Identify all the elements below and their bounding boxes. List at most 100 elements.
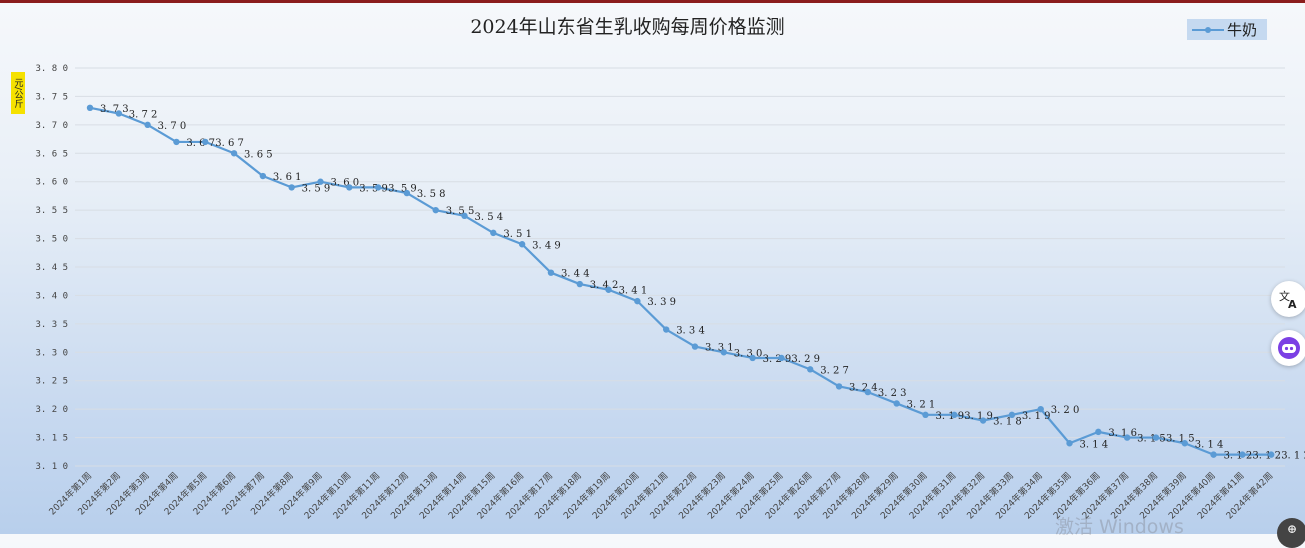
y-tick-label: 3. 2 5: [35, 377, 68, 387]
y-tick-label: 3. 8 0: [35, 64, 68, 74]
data-label: 3. 1 5: [1137, 434, 1166, 445]
data-point: [1066, 440, 1073, 447]
data-point: [374, 184, 382, 191]
data-point: [951, 411, 958, 419]
data-label: 3. 1 6: [1108, 428, 1137, 439]
legend: 牛奶: [1187, 19, 1267, 40]
y-tick-label: 3. 4 0: [35, 291, 68, 301]
data-label: 3. 6 1: [273, 172, 302, 183]
data-point: [662, 326, 670, 333]
translate-icon: 文 A: [1279, 289, 1297, 310]
y-tick-label: 3. 6 0: [35, 178, 68, 188]
data-label: 3. 5 4: [475, 212, 504, 223]
svg-text:文: 文: [1279, 289, 1290, 303]
data-label: 3. 5 9: [388, 183, 417, 194]
data-label: 3. 3 0: [734, 348, 763, 359]
data-point: [1210, 451, 1217, 458]
data-label: 3. 1 2: [1281, 451, 1305, 462]
data-point: [720, 349, 728, 356]
legend-line-marker: [1192, 26, 1224, 33]
data-point: [691, 343, 699, 350]
data-point: [605, 286, 612, 293]
y-tick-label: 3. 3 0: [35, 348, 68, 358]
data-point: [202, 138, 209, 146]
data-label: 3. 2 0: [1051, 405, 1080, 416]
data-label: 3. 5 8: [417, 189, 446, 200]
data-point: [115, 110, 123, 117]
data-label: 3. 5 9: [302, 183, 331, 194]
assistant-button[interactable]: [1271, 330, 1305, 366]
data-label: 3. 7 0: [158, 121, 187, 132]
data-label: 3. 7 2: [129, 109, 158, 120]
data-label: 3. 2 9: [791, 354, 820, 365]
data-label: 3. 1 2: [1252, 451, 1281, 462]
corner-action-button[interactable]: ⊕: [1277, 518, 1305, 548]
x-tick-label: 2024年第42周: [1223, 470, 1275, 522]
data-point: [1267, 451, 1275, 458]
data-label: 3. 3 1: [705, 343, 734, 354]
data-point: [490, 229, 497, 237]
legend-label: 牛奶: [1227, 21, 1258, 39]
data-point: [979, 417, 987, 424]
data-label: 3. 1 2: [1224, 451, 1253, 462]
data-label: 3. 2 3: [878, 388, 907, 399]
data-label: 3. 5 1: [503, 229, 532, 240]
y-axis-label: 元/公斤: [12, 77, 23, 109]
data-point: [1008, 411, 1016, 419]
data-point: [893, 400, 900, 407]
data-label: 3. 6 5: [244, 149, 273, 160]
data-point: [634, 297, 641, 305]
data-point: [1123, 434, 1131, 441]
series-line: [89, 106, 1272, 456]
y-tick-label: 3. 3 5: [35, 320, 68, 330]
y-tick-label: 3. 1 0: [35, 462, 68, 472]
data-label: 3. 1 9: [964, 411, 993, 422]
windows-activation-watermark: 激活 Windows: [1055, 516, 1184, 538]
data-point: [576, 280, 583, 288]
data-point: [288, 184, 295, 191]
data-point: [86, 104, 94, 112]
data-point: [1181, 440, 1188, 447]
data-label: 3. 7 3: [100, 104, 129, 115]
y-tick-label: 3. 7 0: [35, 121, 68, 131]
data-label: 3. 1 4: [1195, 439, 1224, 450]
data-label: 3. 2 7: [820, 365, 849, 376]
y-tick-label: 3. 7 5: [35, 92, 68, 102]
data-point: [144, 121, 151, 129]
data-point: [778, 354, 785, 362]
corner-plus-icon: ⊕: [1286, 522, 1298, 536]
data-point: [1152, 434, 1160, 441]
data-point: [518, 241, 526, 248]
data-point: [317, 178, 324, 185]
data-point: [230, 150, 238, 157]
data-label: 3. 2 1: [907, 399, 936, 410]
data-point: [547, 269, 555, 276]
data-point: [173, 138, 180, 146]
chart-title: 2024年山东省生乳收购每周价格监测: [470, 16, 785, 38]
data-label: 3. 6 7: [215, 138, 244, 149]
data-point: [432, 206, 439, 214]
data-label: 3. 1 5: [1166, 434, 1195, 445]
data-point: [259, 172, 267, 180]
data-label: 3. 1 8: [993, 417, 1022, 428]
data-label: 3. 4 2: [590, 280, 619, 291]
y-tick-label: 3. 5 5: [35, 206, 68, 216]
data-label: 3. 1 4: [1080, 439, 1109, 450]
data-point: [749, 354, 756, 362]
data-point: [461, 212, 468, 220]
data-label: 3. 1 9: [935, 411, 964, 422]
y-tick-label: 3. 6 5: [35, 149, 68, 159]
data-label: 3. 6 0: [330, 178, 359, 189]
data-point: [835, 383, 843, 390]
translate-button[interactable]: 文 A: [1271, 281, 1305, 317]
data-label: 3. 4 1: [619, 286, 648, 297]
y-tick-label: 3. 5 0: [35, 235, 68, 245]
data-label: 3. 4 9: [532, 240, 561, 251]
data-label: 3. 2 9: [763, 354, 792, 365]
data-label: 3. 3 4: [676, 326, 705, 337]
data-point: [922, 411, 929, 419]
data-point: [807, 366, 814, 373]
data-label: 3. 3 9: [647, 297, 676, 308]
data-point: [346, 184, 353, 191]
data-point: [1037, 405, 1044, 413]
